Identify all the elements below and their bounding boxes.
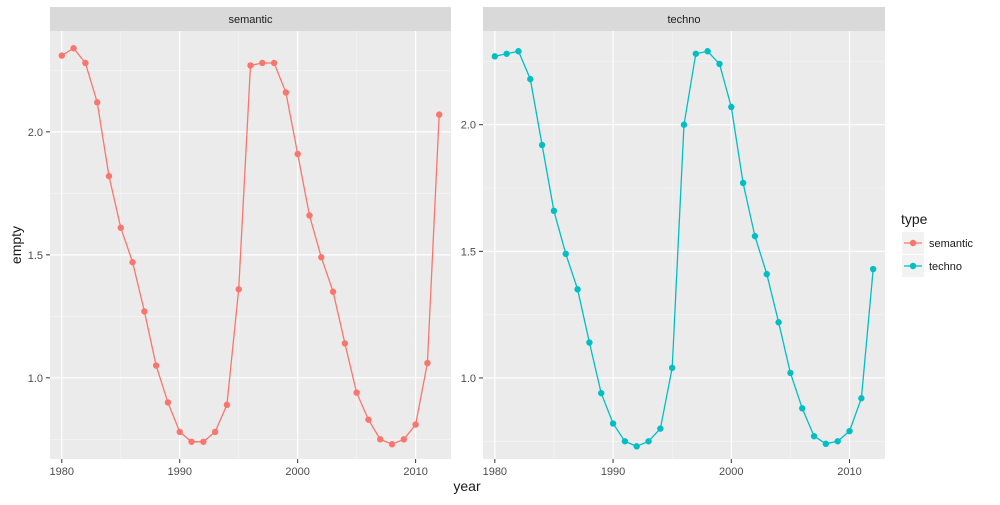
x-tick-label: 2000 — [719, 466, 743, 478]
data-point — [377, 436, 383, 442]
data-point — [669, 365, 675, 371]
data-point — [811, 433, 817, 439]
data-point — [165, 399, 171, 405]
legend-title: type — [901, 211, 928, 227]
data-point — [610, 420, 616, 426]
x-tick-label: 1980 — [50, 466, 74, 478]
data-point — [318, 254, 324, 260]
data-point — [342, 340, 348, 346]
data-point — [294, 151, 300, 157]
data-point — [574, 286, 580, 292]
facet-strip-label: techno — [667, 14, 700, 26]
data-point — [424, 360, 430, 366]
y-tick-label: 1.5 — [28, 250, 43, 262]
data-point — [503, 51, 509, 57]
data-point — [259, 60, 265, 66]
data-point — [236, 286, 242, 292]
y-tick-label: 2.0 — [28, 127, 43, 139]
y-tick-label: 1.0 — [28, 373, 43, 385]
x-tick-label: 1990 — [167, 466, 191, 478]
x-tick-label: 2010 — [403, 466, 427, 478]
data-point — [106, 173, 112, 179]
data-point — [412, 421, 418, 427]
x-tick-label: 2010 — [837, 466, 861, 478]
data-point — [330, 289, 336, 295]
data-point — [306, 212, 312, 218]
data-point — [752, 233, 758, 239]
data-point — [527, 76, 533, 82]
legend-key-point — [910, 263, 916, 269]
data-point — [365, 416, 371, 422]
data-point — [586, 339, 592, 345]
data-point — [645, 438, 651, 444]
data-point — [82, 60, 88, 66]
data-point — [693, 51, 699, 57]
data-point — [858, 395, 864, 401]
data-point — [835, 438, 841, 444]
data-point — [177, 429, 183, 435]
data-point — [846, 428, 852, 434]
data-point — [716, 61, 722, 67]
data-point — [634, 443, 640, 449]
data-point — [271, 60, 277, 66]
data-point — [551, 208, 557, 214]
data-point — [823, 441, 829, 447]
x-tick-label: 1990 — [601, 466, 625, 478]
x-tick-label: 2000 — [285, 466, 309, 478]
data-point — [740, 180, 746, 186]
y-tick-label: 1.0 — [461, 373, 476, 385]
data-point — [283, 89, 289, 95]
data-point — [775, 319, 781, 325]
data-point — [657, 425, 663, 431]
data-point — [353, 389, 359, 395]
panel-techno: techno 1980 1990 2000 2010 1.0 1.5 2.0 — [461, 7, 885, 478]
data-point — [563, 251, 569, 257]
data-point — [704, 48, 710, 54]
y-tick-label: 1.5 — [461, 246, 476, 258]
data-point — [787, 370, 793, 376]
data-point — [728, 104, 734, 110]
data-point — [59, 52, 65, 58]
y-axis-title: empty — [8, 226, 24, 264]
legend-key-point — [910, 240, 916, 246]
data-point — [118, 225, 124, 231]
y-tick-label: 2.0 — [461, 120, 476, 132]
legend-label: semantic — [929, 238, 974, 250]
panel-background — [50, 31, 451, 459]
data-point — [141, 308, 147, 314]
data-point — [224, 402, 230, 408]
data-point — [401, 436, 407, 442]
data-point — [799, 405, 805, 411]
data-point — [188, 439, 194, 445]
x-tick-label: 1980 — [483, 466, 507, 478]
panel-background — [483, 31, 885, 459]
data-point — [129, 259, 135, 265]
facet-strip-label: semantic — [228, 14, 273, 26]
data-point — [764, 271, 770, 277]
data-point — [389, 441, 395, 447]
data-point — [598, 390, 604, 396]
legend-label: techno — [929, 261, 962, 273]
data-point — [492, 53, 498, 59]
data-point — [622, 438, 628, 444]
data-point — [681, 122, 687, 128]
data-point — [94, 99, 100, 105]
data-point — [153, 362, 159, 368]
panel-semantic: semantic 1980 1990 2000 2010 1.0 1.5 2.0 — [28, 7, 451, 478]
data-point — [70, 45, 76, 51]
x-axis-title: year — [453, 478, 481, 494]
data-point — [436, 111, 442, 117]
data-point — [247, 62, 253, 68]
data-point — [515, 48, 521, 54]
data-point — [212, 429, 218, 435]
legend: typesemantic techno — [901, 211, 974, 277]
data-point — [870, 266, 876, 272]
data-point — [200, 439, 206, 445]
data-point — [539, 142, 545, 148]
